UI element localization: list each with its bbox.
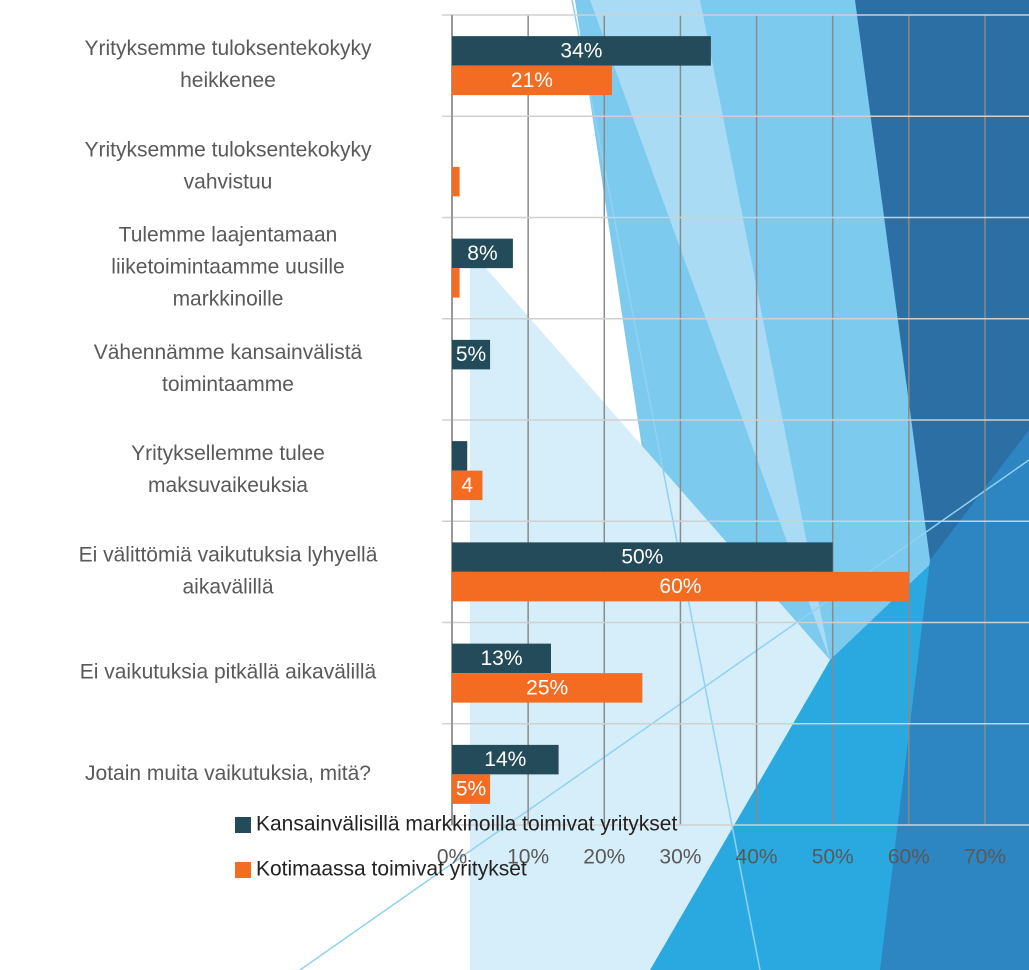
bar <box>452 166 460 197</box>
value-label: 21% <box>511 69 553 92</box>
x-tick-label: 10% <box>507 846 549 869</box>
value-label: 8% <box>467 242 497 265</box>
category-label: liiketoimintaamme uusille <box>111 256 344 279</box>
category-label: Ei vaikutuksia pitkällä aikavälillä <box>80 661 377 684</box>
category-label: vahvistuu <box>184 170 273 193</box>
category-label: aikavälillä <box>182 575 273 598</box>
legend-label: Kansainvälisillä markkinoilla toimivat y… <box>256 813 677 836</box>
value-label: 5% <box>456 343 486 366</box>
bar <box>452 774 491 804</box>
value-label: 14% <box>484 748 526 771</box>
category-label: Tulemme laajentamaan <box>119 224 338 247</box>
bar <box>452 36 711 66</box>
bar <box>452 542 833 572</box>
value-label: 5% <box>456 778 486 801</box>
category-label: Ei välittömiä vaikutuksia lyhyellä <box>79 543 378 566</box>
bar <box>452 238 513 269</box>
bar <box>452 441 468 471</box>
x-tick-label: 50% <box>812 846 854 869</box>
x-tick-label: 20% <box>583 846 625 869</box>
category-label: Vähennämme kansainvälistä <box>94 341 363 364</box>
category-label: Jotain muita vaikutuksia, mitä? <box>85 762 371 785</box>
legend-swatch <box>235 862 251 878</box>
category-label: markkinoille <box>173 288 284 311</box>
bar <box>452 339 491 370</box>
bar <box>452 643 551 674</box>
x-tick-label: 40% <box>736 846 778 869</box>
bar <box>452 470 483 501</box>
category-label: Yrityksellemme tulee <box>131 442 325 465</box>
x-tick-label: 30% <box>659 846 701 869</box>
legend-swatch <box>235 817 251 833</box>
category-label: Yrityksemme tuloksentekokyky <box>84 37 372 60</box>
value-label: 4 <box>461 474 473 497</box>
value-label: 25% <box>526 676 568 699</box>
category-label: toimintaamme <box>162 373 294 396</box>
category-label: Yrityksemme tuloksentekokyky <box>84 138 372 161</box>
x-tick-label: 0% <box>437 846 467 869</box>
x-tick-label: 70% <box>964 846 1006 869</box>
legend-label: Kotimaassa toimivat yritykset <box>256 858 527 881</box>
value-label: 13% <box>480 647 522 670</box>
category-label: heikkenee <box>180 69 276 92</box>
x-tick-label: 60% <box>888 846 930 869</box>
value-label: 60% <box>659 575 701 598</box>
bar <box>452 268 460 298</box>
background-decoration <box>299 0 1029 970</box>
bar <box>452 673 643 703</box>
value-label: 34% <box>560 39 602 62</box>
value-label: 50% <box>621 546 663 569</box>
bar <box>452 571 909 602</box>
bar <box>452 65 612 96</box>
category-label: maksuvaikeuksia <box>148 474 308 497</box>
bar <box>452 744 559 775</box>
